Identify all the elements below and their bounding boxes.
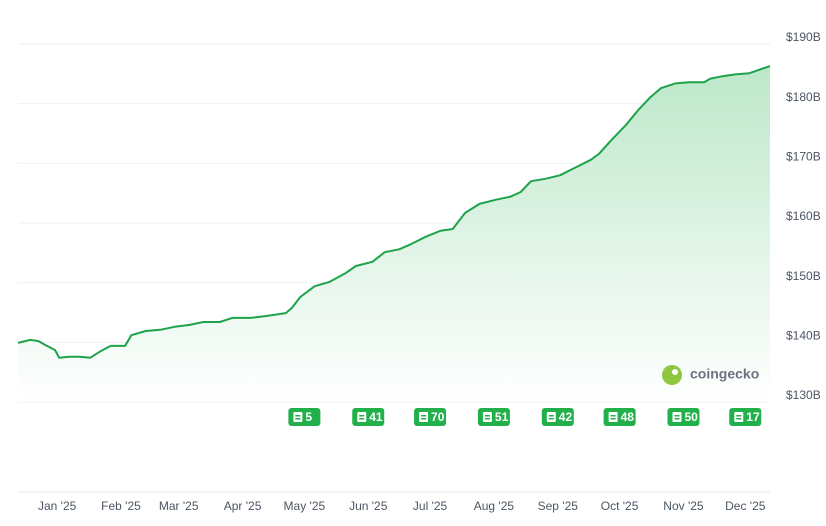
badge-count: 48 — [621, 410, 635, 424]
badge-count: 70 — [431, 410, 445, 424]
x-tick-label: Jun '25 — [349, 499, 388, 513]
badge-icon-line — [674, 415, 680, 417]
y-tick-label: $190B — [786, 30, 821, 44]
event-badge[interactable]: 42 — [541, 408, 574, 426]
badge-icon-line — [484, 415, 490, 417]
y-tick-label: $160B — [786, 209, 821, 223]
x-tick-label: May '25 — [284, 499, 326, 513]
line — [17, 65, 771, 359]
badge-icon-line — [610, 418, 616, 420]
x-tick-label: Mar '25 — [159, 499, 199, 513]
event-badge[interactable]: 70 — [414, 408, 447, 426]
x-tick-label: Oct '25 — [601, 499, 639, 513]
badge-icon-line — [295, 415, 301, 417]
badge-icon-line — [295, 418, 301, 420]
badge-bg — [288, 408, 321, 426]
badge-icon — [608, 412, 618, 422]
badge-icon — [546, 412, 556, 422]
badge-icon-line — [359, 415, 365, 417]
badge-count: 17 — [746, 410, 760, 424]
badge-icon-line — [421, 415, 427, 417]
y-tick-label: $180B — [786, 90, 821, 104]
x-tick-label: Dec '25 — [725, 499, 766, 513]
badge-icon-line — [484, 418, 490, 420]
x-tick-label: Jul '25 — [413, 499, 448, 513]
badge-icon-line — [548, 418, 554, 420]
event-badge[interactable]: 48 — [603, 408, 636, 426]
x-tick-label: Nov '25 — [663, 499, 704, 513]
x-tick-label: Sep '25 — [538, 499, 579, 513]
badge-icon — [482, 412, 492, 422]
event-badge[interactable]: 17 — [729, 408, 762, 426]
badge-icon-line — [674, 418, 680, 420]
badge-icon-line — [359, 418, 365, 420]
badge-icon-line — [736, 415, 742, 417]
badge-icon — [734, 412, 744, 422]
badge-icon — [357, 412, 367, 422]
badge-count: 42 — [559, 410, 573, 424]
badge-icon — [419, 412, 429, 422]
badge-icon-line — [736, 418, 742, 420]
y-tick-label: $140B — [786, 329, 821, 343]
x-tick-label: Apr '25 — [224, 499, 262, 513]
watermark-logo-eye — [672, 369, 678, 375]
event-badge[interactable]: 51 — [477, 408, 510, 426]
event-badge[interactable]: 50 — [667, 408, 700, 426]
badge-count: 5 — [305, 410, 312, 424]
x-tick-label: Jan '25 — [38, 499, 77, 513]
area-fill — [18, 66, 770, 402]
y-tick-label: $150B — [786, 269, 821, 283]
badge-icon-line — [548, 415, 554, 417]
badge-icon — [293, 412, 303, 422]
watermark-text: coingecko — [690, 366, 759, 382]
badge-icon-line — [610, 415, 616, 417]
event-badge[interactable]: 5 — [288, 408, 321, 426]
event-badge[interactable]: 41 — [352, 408, 385, 426]
watermark: coingecko — [662, 365, 759, 385]
x-tick-label: Feb '25 — [101, 499, 141, 513]
badge-count: 41 — [369, 410, 383, 424]
badge-count: 50 — [684, 410, 698, 424]
y-tick-label: $170B — [786, 150, 821, 164]
y-tick-label: $130B — [786, 388, 821, 402]
badge-count: 51 — [495, 410, 509, 424]
badge-icon-line — [421, 418, 427, 420]
x-tick-label: Aug '25 — [474, 499, 515, 513]
badge-icon — [672, 412, 682, 422]
watermark-logo — [662, 365, 682, 385]
